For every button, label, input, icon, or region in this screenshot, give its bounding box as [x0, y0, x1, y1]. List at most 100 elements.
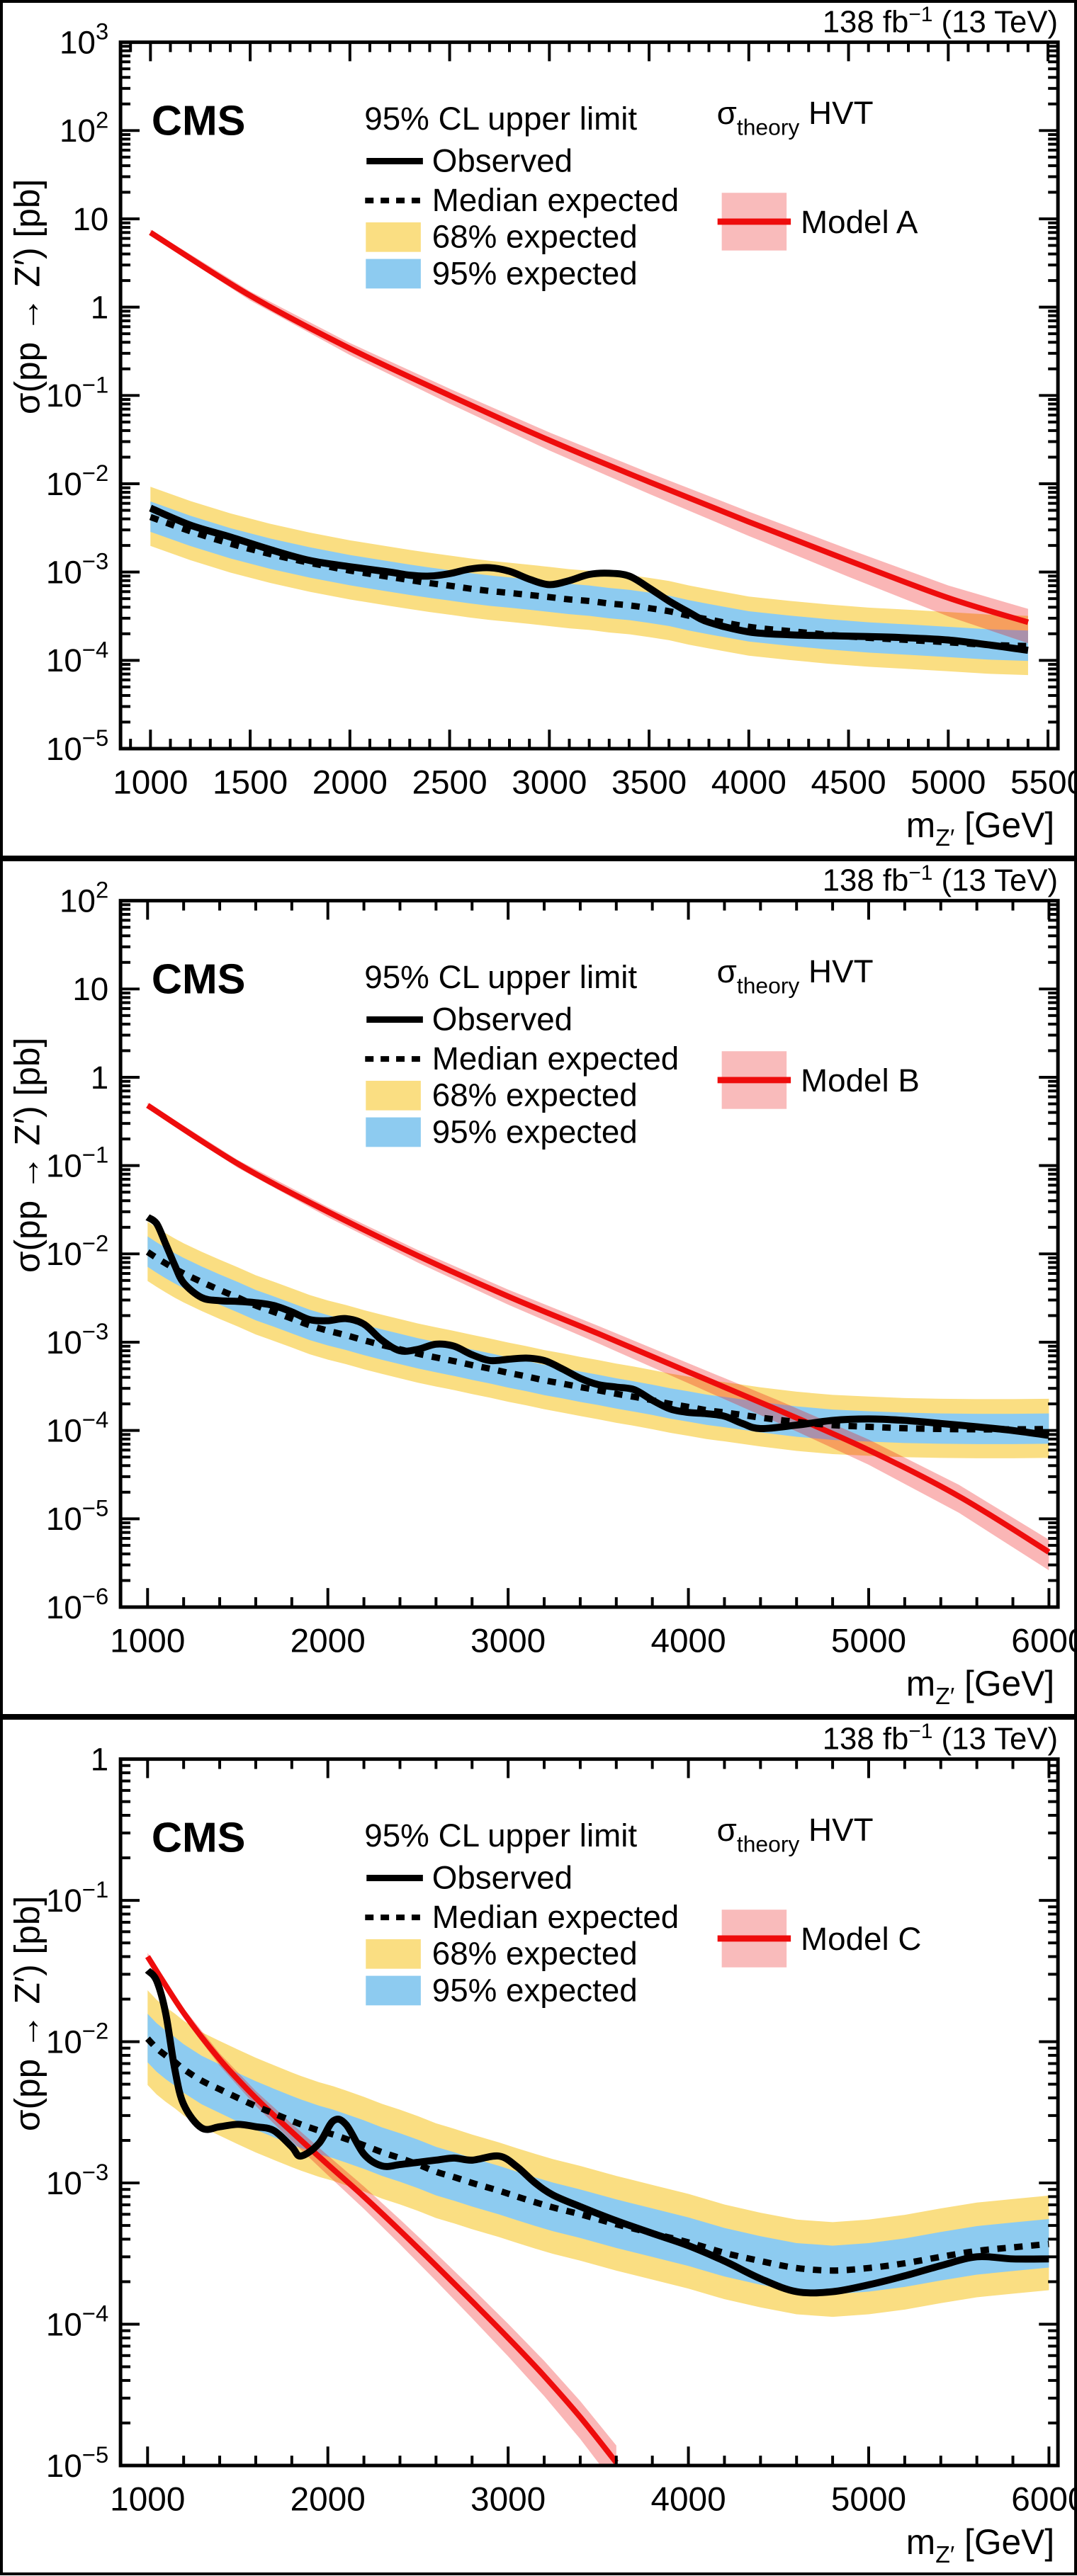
observed-label: Observed: [432, 1859, 573, 1895]
theory-line: [145, 1955, 619, 2465]
theory-band: [150, 229, 1028, 644]
cms-label: CMS: [152, 97, 246, 144]
x-tick-label: 2000: [291, 1623, 366, 1660]
x-tick-label: 5500: [1010, 764, 1074, 802]
x-tick-label: 5000: [831, 1623, 906, 1660]
y-tick-label: 1: [91, 1742, 108, 1778]
band-68-swatch: [366, 1939, 421, 1969]
theory-line: [149, 229, 1030, 625]
band-95-label: 95% expected: [432, 1972, 638, 2008]
observed-line: [145, 1214, 1050, 1439]
y-tick-label: 102: [60, 877, 108, 919]
limit-legend-title: 95% CL upper limit: [364, 959, 637, 995]
theory-line: [146, 1103, 1051, 1555]
x-tick-label: 5000: [910, 764, 986, 802]
x-tick-label: 1000: [110, 1623, 185, 1660]
y-axis-title: σ(pp → Z′) [pb]: [8, 179, 47, 414]
model-label: Model B: [801, 1062, 920, 1099]
y-tick-label: 10−1: [46, 1876, 108, 1919]
band-68-label: 68% expected: [432, 219, 638, 255]
y-tick-label: 10−2: [46, 1230, 108, 1272]
band-68-expected: [147, 1990, 1049, 2317]
y-tick-label: 10−2: [46, 2018, 108, 2060]
band-95-expected: [147, 2014, 1049, 2295]
band-95-swatch: [366, 1975, 421, 2006]
median-expected-line: [145, 2036, 1049, 2274]
lumi-label: 138 fb−1 (13 TeV): [823, 861, 1058, 898]
theory-legend-title: σtheory HVT: [717, 95, 874, 140]
panel-model-c: 1000 2000 3000 4000 5000 6000 10−5 10−4 10−3 10−2…: [0, 1717, 1077, 2575]
theory-legend-title: σtheory HVT: [717, 953, 874, 999]
y-tick-label: 103: [60, 18, 108, 61]
band-95-swatch: [366, 259, 421, 289]
x-tick-label: 3500: [611, 764, 687, 802]
x-tick-label: 2000: [291, 2481, 366, 2519]
y-tick-label: 10−1: [46, 371, 108, 414]
axis-ticks: [120, 1757, 1059, 2467]
x-tick-label: 1500: [213, 764, 288, 802]
y-tick-label: 10−1: [46, 1142, 108, 1184]
y-tick-label: 1: [91, 290, 108, 326]
limit-legend-title: 95% CL upper limit: [364, 1817, 637, 1854]
y-tick-label: 10−3: [46, 548, 108, 591]
axis-ticks: [120, 899, 1059, 1608]
plot-area: [145, 1103, 1051, 1571]
x-tick-label: 1000: [110, 2481, 185, 2519]
y-tick-label: 10−5: [46, 1494, 108, 1537]
theory-legend-title: σtheory HVT: [717, 1812, 874, 1857]
y-tick-label: 10−4: [46, 2300, 108, 2343]
x-tick-label: 4500: [811, 764, 886, 802]
lumi-label: 138 fb−1 (13 TeV): [823, 3, 1058, 40]
x-tick-label: 3000: [470, 1623, 546, 1660]
band-68-swatch: [366, 222, 421, 252]
x-tick-label: 4000: [711, 764, 786, 802]
plot-area: [149, 229, 1030, 676]
model-label: Model C: [801, 1921, 921, 1957]
x-tick-label: 6000: [1011, 1623, 1074, 1660]
observed-label: Observed: [432, 142, 573, 178]
model-label: Model A: [801, 204, 918, 240]
limit-plot-model-b: 1000 2000 3000 4000 5000 6000 10−6 10−5 10−4 10−3…: [8, 861, 1074, 1710]
y-tick-label: 102: [60, 106, 108, 149]
x-tick-label: 6000: [1011, 2481, 1074, 2519]
lumi-label: 138 fb−1 (13 TeV): [823, 1720, 1058, 1757]
plot-area: [145, 1953, 1049, 2466]
band-68-label: 68% expected: [432, 1936, 638, 1972]
y-tick-label: 10−4: [46, 1407, 108, 1449]
observed-label: Observed: [432, 1001, 573, 1037]
y-tick-label: 10−2: [46, 460, 108, 502]
theory-legend: σtheory HVT Model B: [717, 953, 920, 1109]
plot-frame: [118, 899, 1060, 1609]
panel-model-b: 1000 2000 3000 4000 5000 6000 10−6 10−5 10−4 10−3…: [0, 858, 1077, 1717]
limit-legend-title: 95% CL upper limit: [364, 101, 637, 137]
band-68-swatch: [366, 1080, 421, 1111]
observed-line: [145, 1968, 1049, 2297]
theory-legend: σtheory HVT Model A: [717, 95, 918, 251]
cms-label: CMS: [152, 955, 246, 1003]
y-tick-label: 10: [72, 201, 108, 237]
x-tick-label: 2500: [412, 764, 487, 802]
x-axis-title: mZ′ [GeV]: [906, 805, 1054, 851]
cms-label: CMS: [152, 1814, 246, 1861]
y-tick-label: 10−6: [46, 1583, 108, 1625]
plot-frame: [118, 1757, 1060, 2468]
y-tick-label: 10−5: [46, 725, 108, 767]
y-tick-label: 10: [72, 971, 108, 1007]
x-tick-label: 3000: [512, 764, 587, 802]
y-tick-label: 10−3: [46, 1318, 108, 1361]
y-tick-label: 1: [91, 1060, 108, 1096]
x-tick-label: 5000: [831, 2481, 906, 2519]
band-95-label: 95% expected: [432, 1113, 638, 1150]
y-axis-title: σ(pp → Z′) [pb]: [8, 1038, 47, 1273]
band-95-expected: [150, 501, 1028, 662]
x-tick-label: 1000: [113, 764, 188, 802]
median-expected-label: Median expected: [432, 1040, 679, 1077]
median-expected-line: [149, 514, 1029, 649]
limit-plot-model-a: 1000 1500 2000 2500 3000 3500 4000 4500 5000 5500…: [8, 3, 1074, 851]
x-tick-label: 2000: [312, 764, 388, 802]
observed-line: [149, 504, 1029, 654]
